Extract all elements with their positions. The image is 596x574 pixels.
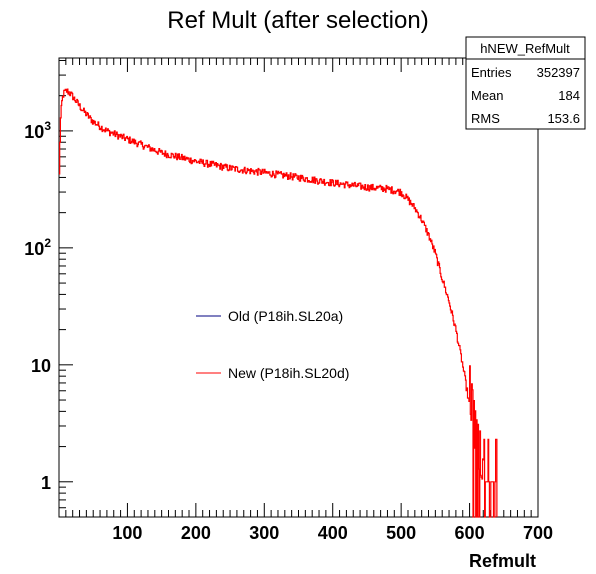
x-tick-label: 600	[455, 523, 485, 543]
x-tick-label: 400	[318, 523, 348, 543]
x-tick-label: 300	[249, 523, 279, 543]
stats-mean-value: 184	[558, 88, 580, 103]
stats-rms-label: RMS	[471, 111, 500, 126]
series-layer	[59, 88, 498, 518]
y-axis: 1 10 102 103	[24, 59, 73, 518]
stats-rms-value: 153.6	[547, 111, 580, 126]
series-line-new	[59, 88, 498, 518]
y-tick-label: 1	[41, 473, 51, 493]
x-tick-label: 200	[181, 523, 211, 543]
stats-box: hNEW_RefMult Entries 352397 Mean 184 RMS…	[465, 36, 586, 130]
x-axis-title: Refmult	[469, 551, 536, 571]
x-tick-label: 500	[386, 523, 416, 543]
x-tick-label: 700	[523, 523, 553, 543]
chart-title: Ref Mult (after selection)	[167, 7, 428, 34]
stats-mean-label: Mean	[471, 88, 504, 103]
y-tick-label: 103	[24, 119, 51, 142]
stats-box-frame	[465, 36, 586, 130]
legend-label-new: New (P18ih.SL20d)	[228, 365, 349, 381]
legend: Old (P18ih.SL20a) New (P18ih.SL20d)	[196, 308, 349, 381]
x-tick-label: 100	[112, 523, 142, 543]
y-tick-label: 102	[24, 236, 51, 259]
stats-entries-label: Entries	[471, 65, 512, 80]
legend-label-old: Old (P18ih.SL20a)	[228, 308, 343, 324]
y-tick-label: 10	[31, 356, 51, 376]
stats-entries-value: 352397	[537, 65, 580, 80]
stats-box-title: hNEW_RefMult	[480, 41, 570, 56]
